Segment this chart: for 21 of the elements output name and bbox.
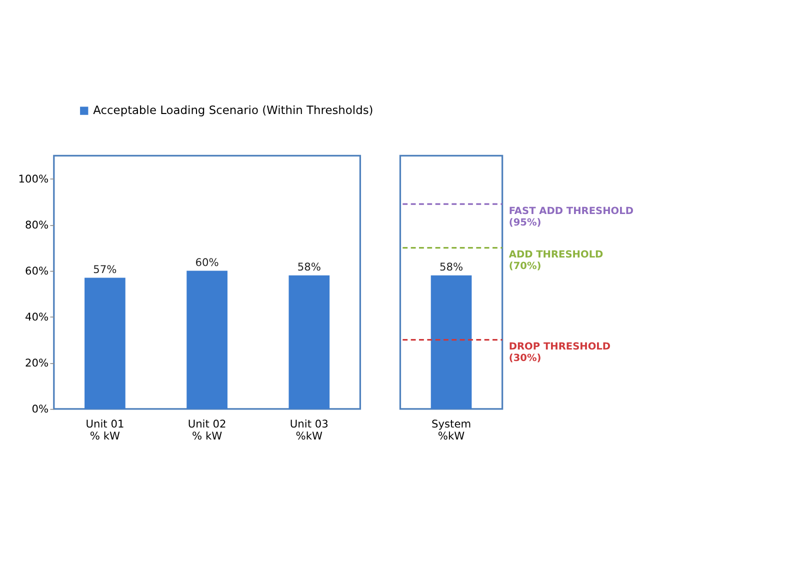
ref-line-label: FAST ADD THRESHOLD (95%) <box>508 206 634 228</box>
text: 58% <box>439 260 464 274</box>
x-tick-label: Unit 02 % kW <box>188 417 226 443</box>
text: 57% <box>93 262 117 276</box>
x-tick-label: Unit 01 % kW <box>86 417 124 443</box>
y-tick-label: 60% <box>25 264 49 278</box>
text: 60% <box>195 256 219 269</box>
text: 58% <box>297 260 321 274</box>
x-tick-label: Unit 03 %kW <box>290 417 328 443</box>
y-tick-label: 100% <box>18 172 49 186</box>
y-tick-label: 80% <box>25 218 49 232</box>
bar <box>186 270 228 409</box>
y-tick-label: 0% <box>32 402 49 416</box>
bar <box>84 278 126 409</box>
bar <box>288 275 330 409</box>
y-tick-label: 40% <box>25 310 49 324</box>
y-tick-label: 20% <box>25 356 49 370</box>
x-tick-label: System %kW <box>431 417 472 443</box>
ref-line-label: ADD THRESHOLD (70%) <box>508 250 604 272</box>
ref-line-label: DROP THRESHOLD (30%) <box>508 342 611 364</box>
legend-label: Acceptable Loading Scenario (Within Thresholds) <box>93 103 374 118</box>
